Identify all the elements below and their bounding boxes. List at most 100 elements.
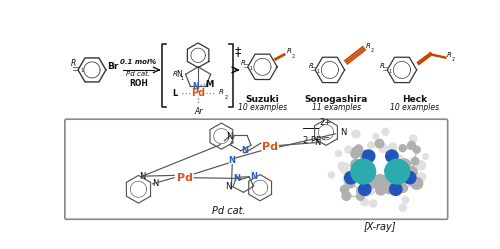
Text: Pd cat.: Pd cat. bbox=[126, 71, 150, 77]
Circle shape bbox=[411, 157, 419, 165]
Circle shape bbox=[342, 191, 351, 200]
Circle shape bbox=[411, 177, 422, 189]
Text: Ar: Ar bbox=[194, 107, 202, 116]
Text: R: R bbox=[380, 63, 385, 69]
Circle shape bbox=[340, 164, 348, 173]
Circle shape bbox=[398, 159, 410, 171]
Text: R: R bbox=[447, 52, 452, 58]
Circle shape bbox=[416, 161, 426, 170]
Circle shape bbox=[344, 172, 357, 184]
Text: 1: 1 bbox=[388, 69, 391, 74]
Text: 10 examples: 10 examples bbox=[390, 103, 439, 112]
Text: N: N bbox=[314, 138, 320, 147]
Circle shape bbox=[394, 155, 404, 164]
Text: 2: 2 bbox=[371, 48, 374, 53]
Text: 6: 6 bbox=[322, 136, 325, 141]
Circle shape bbox=[390, 183, 402, 195]
Circle shape bbox=[388, 143, 397, 151]
Circle shape bbox=[368, 189, 374, 195]
Text: Pd: Pd bbox=[191, 88, 205, 98]
Circle shape bbox=[396, 176, 405, 185]
Text: 2+: 2+ bbox=[320, 118, 332, 127]
Circle shape bbox=[399, 184, 407, 192]
Circle shape bbox=[343, 163, 349, 169]
Text: 2: 2 bbox=[452, 57, 454, 62]
Circle shape bbox=[402, 197, 409, 203]
Circle shape bbox=[370, 200, 377, 207]
Circle shape bbox=[386, 150, 398, 162]
Circle shape bbox=[356, 193, 364, 200]
Circle shape bbox=[410, 135, 417, 142]
Text: 10 examples: 10 examples bbox=[238, 103, 287, 112]
Circle shape bbox=[392, 172, 405, 185]
Text: R: R bbox=[308, 63, 314, 69]
Text: R: R bbox=[286, 49, 292, 55]
Circle shape bbox=[384, 183, 395, 194]
Text: −: − bbox=[324, 135, 330, 141]
FancyBboxPatch shape bbox=[65, 119, 448, 219]
Circle shape bbox=[345, 146, 352, 153]
Circle shape bbox=[368, 179, 378, 188]
Circle shape bbox=[328, 172, 334, 178]
Circle shape bbox=[361, 199, 368, 206]
Text: R: R bbox=[71, 59, 76, 68]
Circle shape bbox=[379, 144, 388, 153]
Text: 1: 1 bbox=[250, 66, 252, 71]
Text: R: R bbox=[173, 70, 178, 76]
Text: N: N bbox=[250, 172, 257, 181]
Circle shape bbox=[345, 180, 352, 187]
Text: N: N bbox=[225, 182, 232, 191]
Circle shape bbox=[343, 174, 352, 183]
Text: N: N bbox=[226, 132, 233, 141]
Circle shape bbox=[400, 204, 406, 211]
Circle shape bbox=[399, 160, 406, 167]
Circle shape bbox=[396, 185, 404, 193]
Circle shape bbox=[360, 150, 370, 160]
Text: [X-ray]: [X-ray] bbox=[364, 222, 396, 232]
Text: Pd: Pd bbox=[177, 173, 193, 183]
Circle shape bbox=[382, 128, 389, 135]
Text: 2: 2 bbox=[224, 95, 228, 100]
Text: ‡: ‡ bbox=[234, 45, 241, 58]
Circle shape bbox=[385, 159, 409, 184]
Text: 11 examples: 11 examples bbox=[312, 103, 360, 112]
Text: N: N bbox=[228, 156, 235, 165]
Circle shape bbox=[406, 167, 417, 178]
Circle shape bbox=[346, 178, 355, 188]
Circle shape bbox=[413, 146, 420, 153]
Circle shape bbox=[351, 150, 360, 158]
Text: Heck: Heck bbox=[402, 95, 427, 104]
Text: 2 PF: 2 PF bbox=[303, 136, 320, 145]
Circle shape bbox=[375, 139, 384, 148]
Circle shape bbox=[399, 145, 406, 152]
Circle shape bbox=[357, 186, 367, 196]
Text: 2: 2 bbox=[291, 54, 294, 59]
Circle shape bbox=[408, 141, 416, 149]
Circle shape bbox=[418, 173, 426, 181]
Circle shape bbox=[404, 172, 416, 184]
Text: N: N bbox=[242, 146, 248, 155]
Circle shape bbox=[355, 171, 361, 177]
Circle shape bbox=[422, 154, 428, 159]
Text: Br: Br bbox=[108, 62, 119, 71]
Text: Pd cat.: Pd cat. bbox=[212, 206, 246, 216]
Circle shape bbox=[373, 134, 378, 139]
Circle shape bbox=[362, 180, 370, 187]
Circle shape bbox=[355, 145, 362, 153]
Circle shape bbox=[352, 147, 360, 154]
Text: N: N bbox=[234, 174, 240, 183]
Text: N: N bbox=[340, 128, 346, 137]
Circle shape bbox=[351, 159, 376, 184]
Circle shape bbox=[374, 175, 386, 187]
Text: 1: 1 bbox=[80, 68, 84, 73]
Circle shape bbox=[368, 142, 374, 149]
Text: 1: 1 bbox=[316, 69, 320, 74]
Circle shape bbox=[340, 185, 348, 193]
Text: N: N bbox=[176, 70, 182, 79]
Circle shape bbox=[382, 178, 390, 187]
Circle shape bbox=[338, 162, 345, 170]
Text: R: R bbox=[366, 43, 371, 49]
Text: N: N bbox=[139, 172, 145, 181]
Circle shape bbox=[350, 159, 362, 170]
Text: Sonogashira: Sonogashira bbox=[304, 95, 368, 104]
